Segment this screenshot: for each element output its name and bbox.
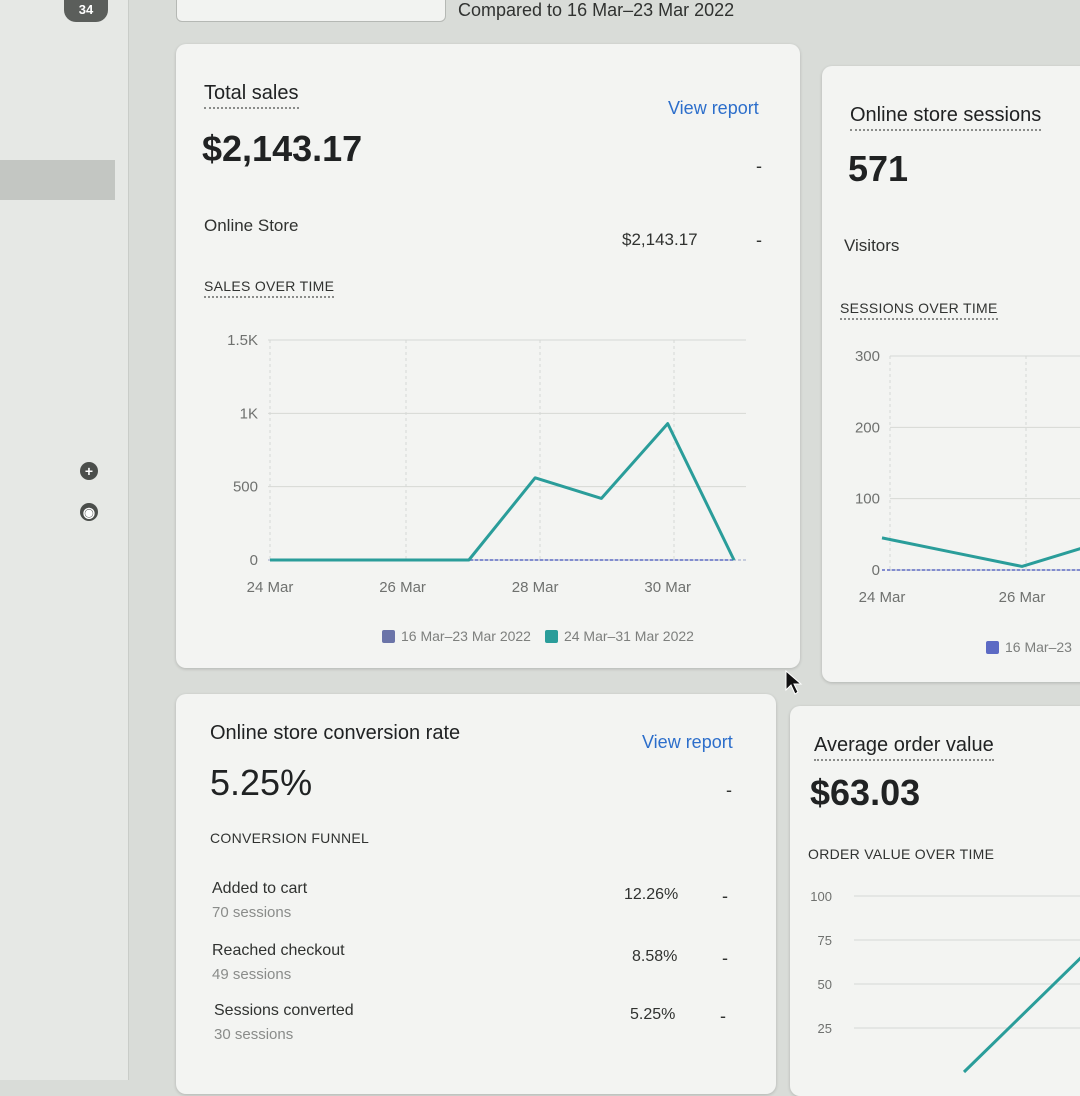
aov-value: $63.03 — [810, 772, 921, 813]
sales-over-time-chart: 0 500 1K 1.5K 24 Mar 26 Mar 28 Mar 30 Mar — [227, 332, 746, 596]
date-range-button[interactable] — [176, 0, 446, 22]
sessions-value: 571 — [848, 148, 909, 189]
y-tick-label: 0 — [250, 552, 258, 569]
comparison-text: Compared to 16 Mar–23 Mar 2022 — [458, 0, 735, 20]
online-store-change: - — [756, 230, 762, 250]
x-tick-label: 24 Mar — [859, 589, 906, 606]
x-tick-label: 24 Mar — [247, 579, 294, 596]
legend-previous-period: 16 Mar–23 Mar 2022 — [401, 628, 531, 644]
legend-swatch-previous — [986, 640, 999, 654]
aov-card: Average order value $63.03 ORDER VALUE O… — [790, 706, 1080, 1096]
legend-current-period: 24 Mar–31 Mar 2022 — [563, 628, 694, 644]
funnel-step-pct: 12.26% — [624, 886, 679, 903]
funnel-step-sessions: 49 sessions — [212, 966, 292, 983]
y-tick-label: 1.5K — [227, 332, 258, 349]
sidebar-selected-item[interactable] — [0, 160, 115, 200]
sidebar: 34 + ◉ — [0, 0, 129, 1080]
y-tick-label: 200 — [855, 419, 880, 436]
x-tick-label: 28 Mar — [512, 579, 559, 596]
legend-swatch-previous — [382, 629, 395, 643]
x-tick-label: 30 Mar — [644, 579, 691, 596]
x-tick-label: 26 Mar — [999, 589, 1046, 606]
funnel-step-change: - — [720, 1006, 726, 1026]
funnel-step-name: Added to cart — [212, 880, 308, 897]
sales-chart-legend: 16 Mar–23 Mar 2022 24 Mar–31 Mar 2022 — [382, 628, 694, 644]
order-value-over-time-chart: 25 50 75 100 — [810, 889, 1080, 1074]
funnel-step-name: Sessions converted — [214, 1002, 354, 1019]
y-tick-label: 500 — [233, 479, 258, 496]
series-line-2 — [270, 422, 736, 562]
y-tick-label: 1K — [240, 405, 258, 422]
conversion-card: Online store conversion rate View report… — [176, 694, 776, 1094]
order-value-over-time-label: ORDER VALUE OVER TIME — [808, 846, 995, 862]
funnel-step-change: - — [722, 948, 728, 968]
sessions-chart-legend: 16 Mar–23 — [986, 639, 1072, 655]
mouse-cursor-icon — [785, 670, 803, 695]
aov-title[interactable]: Average order value — [814, 734, 994, 761]
sessions-card: Online store sessions 571 Visitors SESSI… — [822, 66, 1080, 682]
total-sales-card: Total sales View report $2,143.17 - Onli… — [176, 44, 800, 668]
sessions-over-time-label: SESSIONS OVER TIME — [840, 300, 998, 320]
legend-previous-period: 16 Mar–23 — [1005, 639, 1072, 655]
y-tick-label: 100 — [810, 889, 832, 904]
legend-swatch-current — [544, 629, 558, 643]
total-sales-change: - — [756, 156, 762, 176]
conversion-title[interactable]: Online store conversion rate — [210, 722, 461, 744]
y-tick-label: 300 — [855, 348, 880, 365]
sessions-title[interactable]: Online store sessions — [850, 104, 1042, 131]
total-sales-value: $2,143.17 — [202, 128, 363, 169]
funnel-step-pct: 5.25% — [630, 1006, 676, 1023]
y-tick-label: 25 — [818, 1021, 832, 1036]
funnel-step-name: Reached checkout — [212, 942, 345, 959]
sales-over-time-label: SALES OVER TIME — [204, 278, 335, 298]
funnel-step-sessions: 30 sessions — [214, 1026, 294, 1043]
conversion-value: 5.25% — [210, 762, 313, 803]
view-circle-icon[interactable]: ◉ — [80, 503, 98, 521]
x-tick-label: 26 Mar — [379, 579, 426, 596]
y-tick-label: 75 — [818, 933, 832, 948]
y-tick-label: 0 — [872, 562, 880, 579]
conversion-funnel-label: CONVERSION FUNNEL — [210, 830, 370, 846]
online-store-value: $2,143.17 — [622, 230, 698, 249]
series-line-2 — [881, 536, 1080, 568]
total-sales-view-report-link[interactable]: View report — [668, 98, 759, 118]
funnel-step-sessions: 70 sessions — [212, 904, 292, 921]
y-tick-label: 50 — [818, 977, 832, 992]
visitors-label: Visitors — [844, 236, 900, 255]
funnel-step-change: - — [722, 886, 728, 906]
notification-badge[interactable]: 34 — [64, 0, 108, 22]
sessions-over-time-chart: 0 100 200 300 24 Mar 26 Mar — [855, 348, 1080, 606]
y-tick-label: 100 — [855, 491, 880, 508]
funnel-step-pct: 8.58% — [632, 948, 678, 965]
conversion-view-report-link[interactable]: View report — [642, 732, 733, 752]
online-store-label: Online Store — [204, 216, 299, 235]
series-line-1 — [962, 956, 1080, 1074]
add-circle-icon[interactable]: + — [80, 462, 98, 480]
conversion-change: - — [726, 780, 732, 800]
total-sales-title[interactable]: Total sales — [204, 82, 299, 109]
